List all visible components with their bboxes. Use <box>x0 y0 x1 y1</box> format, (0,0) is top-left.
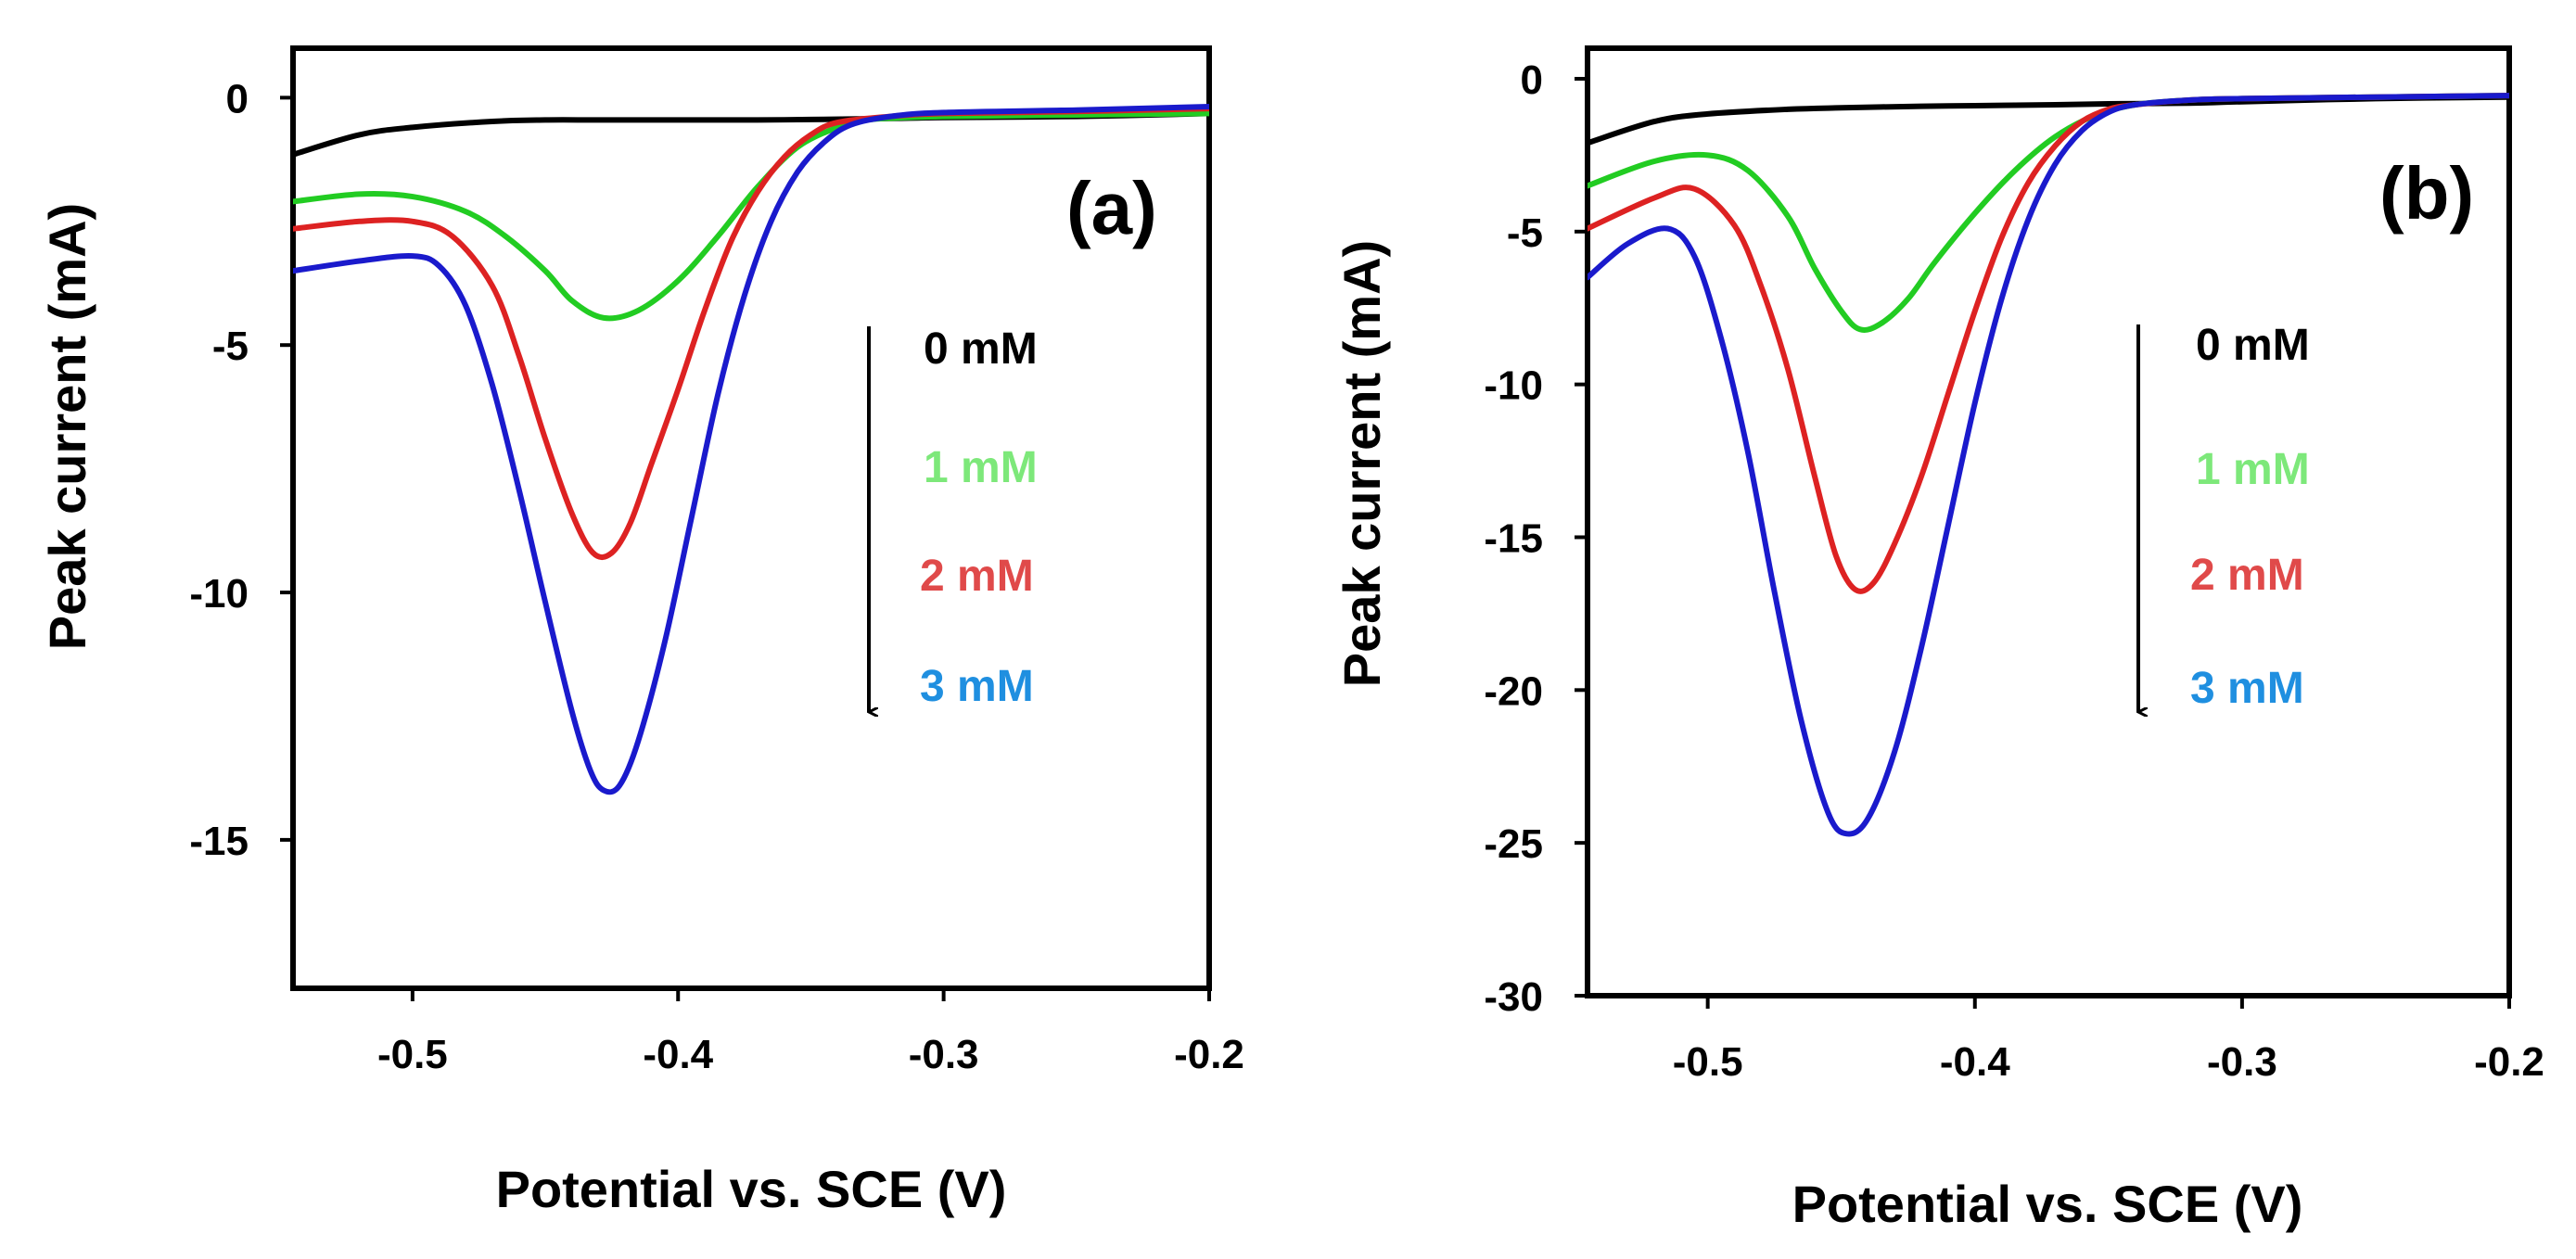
y-tick-label-b-4: -20 <box>1484 668 1543 714</box>
y-tick-label-b-3: -15 <box>1484 515 1543 561</box>
legend-label-2mm-a: 2 mM <box>920 552 1034 601</box>
y-tick-label-a-3: -15 <box>189 819 249 864</box>
y-axis-title-a: Peak current (mA) <box>38 203 96 650</box>
y-axis-title-b: Peak current (mA) <box>1333 240 1391 687</box>
legend-label-2mm-b: 2 mM <box>2190 551 2304 600</box>
panel-label-a: (a) <box>1066 167 1157 249</box>
series-line-2mm-b <box>1588 93 2509 594</box>
series-group-b <box>1588 93 2509 837</box>
y-tick-label-a-2: -10 <box>189 571 249 617</box>
y-tick-label-b-0: 0 <box>1521 57 1543 103</box>
panel-a: -0.5 -0.4 -0.3 -0.2 0 -5 -10 -15 (a) 0 mM 1 mM… <box>38 45 1244 1218</box>
y-tick-label-a-1: -5 <box>212 324 249 369</box>
series-line-0mm-a <box>293 110 1209 158</box>
plot-frame-b <box>1585 45 2512 998</box>
plot-frame-a <box>290 45 1212 991</box>
y-tick-label-a-0: 0 <box>226 76 249 121</box>
y-tick-label-b-6: -30 <box>1484 974 1543 1020</box>
panel-b: -0.5 -0.4 -0.3 -0.2 0-5-10-15-20-25-30 (b) … <box>1333 45 2544 1233</box>
x-axis-a: -0.5 -0.4 -0.3 -0.2 <box>377 988 1244 1077</box>
y-tick-label-b-2: -10 <box>1484 363 1543 409</box>
x-tick-label-a-2: -0.3 <box>909 1032 979 1077</box>
x-axis-title-b: Potential vs. SCE (V) <box>1792 1175 2303 1233</box>
x-tick-label-b-1: -0.4 <box>1940 1039 2010 1085</box>
legend-label-1mm-a: 1 mM <box>924 443 1038 492</box>
y-axis-a: 0 -5 -10 -15 <box>189 76 293 864</box>
x-tick-label-a-0: -0.5 <box>377 1032 448 1077</box>
legend-label-1mm-b: 1 mM <box>2196 445 2310 494</box>
legend-label-3mm-b: 3 mM <box>2190 664 2304 713</box>
series-group-a <box>293 104 1209 795</box>
series-line-0mm-b <box>1588 94 2509 146</box>
series-line-1mm-a <box>293 110 1209 322</box>
x-tick-label-a-3: -0.2 <box>1174 1032 1244 1077</box>
x-axis-title-a: Potential vs. SCE (V) <box>496 1160 1007 1218</box>
legend-label-0mm-a: 0 mM <box>924 324 1038 374</box>
x-tick-label-a-1: -0.4 <box>643 1032 713 1077</box>
y-tick-label-b-1: -5 <box>1507 210 1543 256</box>
x-axis-b: -0.5 -0.4 -0.3 -0.2 <box>1673 996 2544 1085</box>
y-tick-label-b-5: -25 <box>1484 821 1543 867</box>
legend-label-0mm-b: 0 mM <box>2196 321 2310 370</box>
series-line-3mm-a <box>293 104 1209 795</box>
x-tick-label-b-3: -0.2 <box>2474 1039 2544 1085</box>
series-line-3mm-b <box>1588 93 2509 837</box>
x-tick-label-b-2: -0.3 <box>2207 1039 2277 1085</box>
y-axis-b: 0 -5 -10 -15 -20 -25 -30 <box>1484 57 1588 1020</box>
legend-label-3mm-a: 3 mM <box>920 662 1034 711</box>
panel-label-b: (b) <box>2379 152 2474 235</box>
x-tick-label-b-0: -0.5 <box>1673 1039 1743 1085</box>
